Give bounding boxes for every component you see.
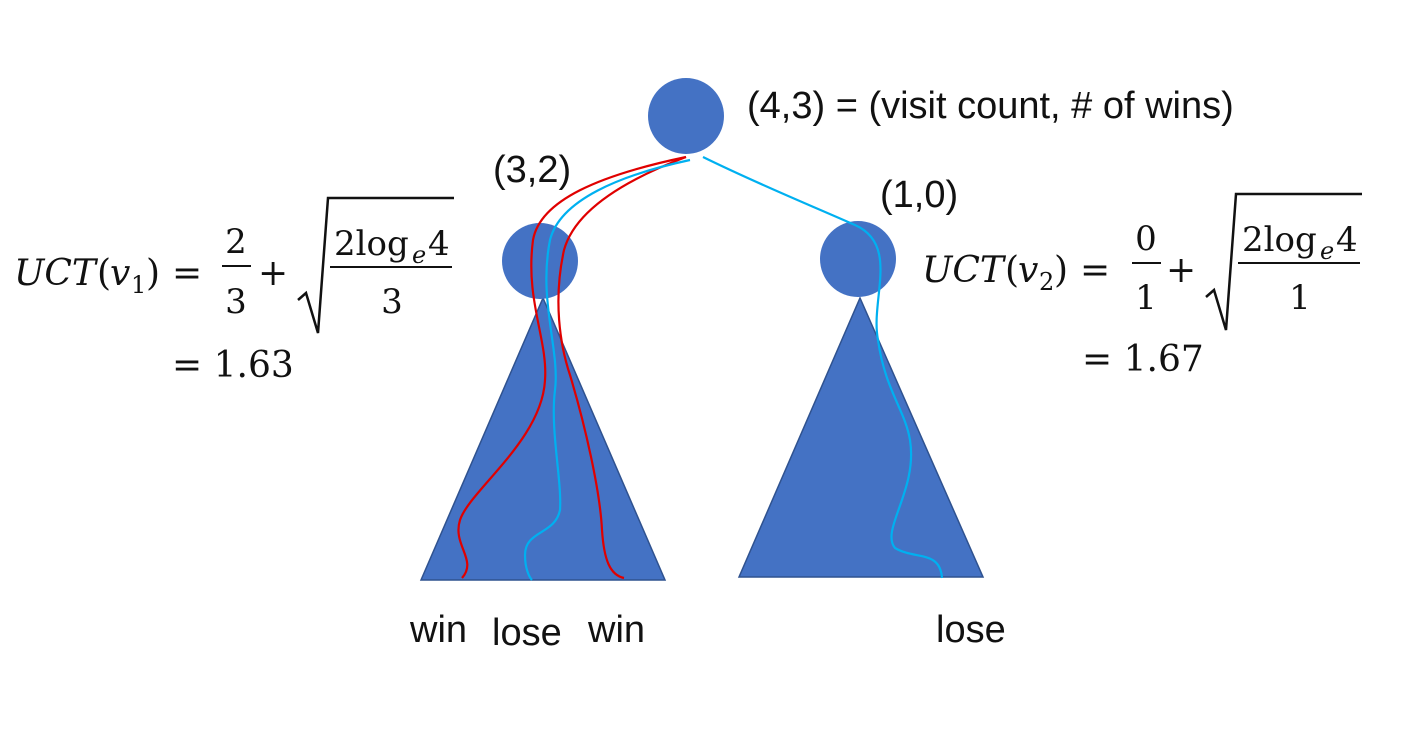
right-child-label: (1,0) (880, 174, 958, 216)
simulation-path-win-1 (457, 155, 687, 579)
left-child-node (502, 223, 578, 299)
simulation-path-win-2 (557, 155, 687, 580)
left-uct-result: = 1.63 (172, 345, 294, 386)
right-frac-numerator: 0 (1135, 219, 1157, 259)
right-sqrt-num-sub: e (1320, 237, 1334, 265)
left-frac-denominator: 3 (225, 282, 247, 322)
right-sqrt-sign (1205, 192, 1362, 331)
right-sqrt-denominator: 1 (1289, 278, 1311, 318)
right-uct-equals: = (1080, 250, 1110, 291)
right-sqrt-num-coef: 2log (1242, 220, 1317, 260)
right-sqrt-num-arg: 4 (1336, 220, 1358, 260)
left-uct-fn: UCT (14, 253, 99, 294)
right-uct-formula: UCT ( v 2 ) = 0 1 + 2log e 4 1 = 1.67 (922, 192, 1362, 380)
left-sqrt-sign (297, 196, 454, 334)
left-sqrt-num-sub: e (412, 241, 426, 269)
left-frac-numerator: 2 (225, 222, 247, 262)
right-uct-open-paren: ( (1005, 250, 1019, 291)
simulation-path-lose-1 (523, 158, 691, 581)
left-sqrt-num-coef: 2log (334, 224, 409, 264)
right-subtree (737, 296, 985, 578)
simulation-path-lose-2 (702, 156, 944, 579)
right-child-node (820, 221, 896, 297)
right-frac-denominator: 1 (1135, 278, 1157, 318)
right-plus: + (1166, 250, 1196, 291)
left-outcome-2: lose (492, 612, 562, 654)
left-sqrt-denominator: 3 (381, 282, 403, 322)
root-node (648, 78, 724, 154)
left-sqrt-num-arg: 4 (428, 224, 450, 264)
right-uct-subscript: 2 (1039, 268, 1054, 296)
left-uct-formula: UCT ( v 1 ) = 2 3 + 2log e 4 3 = 1.63 (14, 196, 454, 386)
left-uct-close-paren: ) (146, 253, 160, 294)
root-label: (4,3) = (visit count, # of wins) (747, 85, 1234, 127)
right-uct-result: = 1.67 (1082, 339, 1204, 380)
right-uct-var: v (1018, 250, 1038, 291)
left-uct-open-paren: ( (97, 253, 111, 294)
left-outcome-3: win (587, 609, 645, 651)
right-outcome-1: lose (936, 609, 1006, 651)
left-child-label: (3,2) (493, 149, 571, 191)
right-uct-close-paren: ) (1054, 250, 1068, 291)
left-uct-equals: = (172, 253, 202, 294)
left-subtree (419, 296, 667, 581)
right-uct-fn: UCT (922, 250, 1007, 291)
left-uct-subscript: 1 (131, 271, 146, 299)
left-plus: + (258, 253, 288, 294)
left-outcome-1: win (409, 609, 467, 651)
left-uct-var: v (110, 253, 130, 294)
